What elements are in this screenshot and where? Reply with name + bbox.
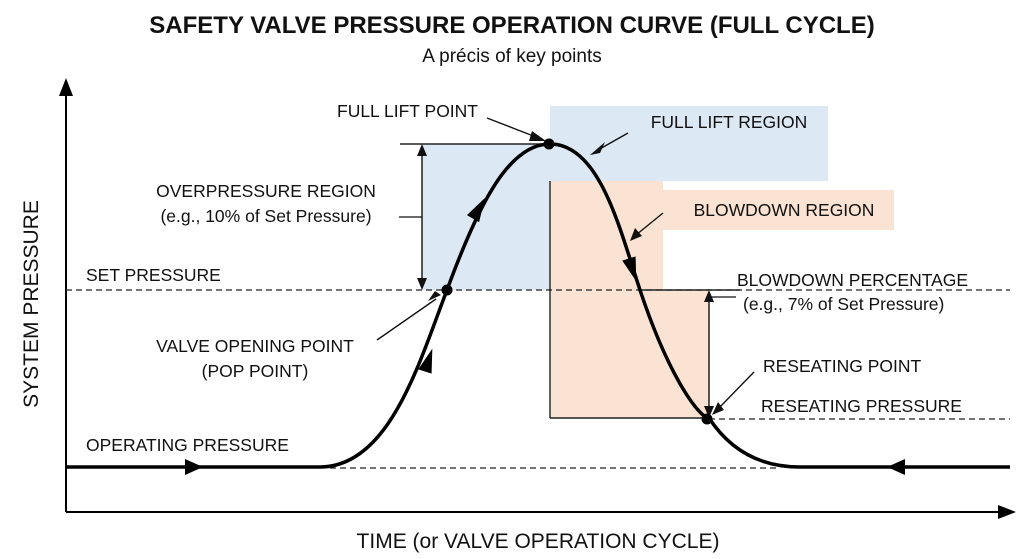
leader-head-valve-opening — [428, 291, 441, 301]
leader-lines — [376, 117, 755, 411]
curve-arrow-operating-right — [887, 459, 905, 475]
x-axis-label: TIME (or VALVE OPERATION CYCLE) — [357, 530, 720, 553]
blowdown-percentage-note: (e.g., 7% of Set Pressure) — [743, 294, 944, 314]
x-axis-arrowhead — [998, 505, 1016, 519]
leader-head-full-lift-region — [590, 142, 605, 155]
leader-head-full-lift-point — [529, 131, 546, 141]
curve-arrow-fall — [622, 256, 637, 282]
set-pressure-label: SET PRESSURE — [86, 265, 221, 285]
pop-point-label: (POP POINT) — [202, 361, 309, 381]
curve-arrow-rise-upper — [466, 197, 485, 223]
leader-head-reseating — [712, 402, 724, 415]
overpressure-region-shade — [422, 144, 550, 290]
blowdown-label-shade — [663, 190, 894, 230]
blowdown-percentage-label: BLOWDOWN PERCENTAGE — [737, 270, 968, 290]
overpressure-dimension — [399, 144, 427, 290]
blowdown-lower-shade — [663, 290, 709, 418]
diagram-subtitle: A précis of key points — [422, 46, 602, 67]
diagram-title: SAFETY VALVE PRESSURE OPERATION CURVE (F… — [149, 12, 874, 39]
y-axis-label: SYSTEM PRESSURE — [20, 200, 43, 408]
blowdown-dimension — [704, 290, 736, 418]
reseating-pressure-label: RESEATING PRESSURE — [761, 396, 962, 416]
curve-arrow-operating-left — [185, 459, 203, 475]
overpressure-region-note: (e.g., 10% of Set Pressure) — [160, 206, 371, 226]
valve-opening-point-marker — [441, 284, 453, 296]
full-lift-region-label: FULL LIFT REGION — [651, 112, 808, 132]
reseating-point-marker — [701, 413, 713, 425]
overpressure-region-label: OVERPRESSURE REGION — [156, 181, 376, 201]
reseating-point-label: RESEATING POINT — [763, 356, 921, 376]
blowdown-region-shade — [550, 181, 663, 418]
curve-arrow-rise-lower — [418, 348, 433, 374]
leader-head-blowdown — [630, 228, 642, 241]
full-lift-region-shade — [550, 106, 828, 181]
operating-pressure-label: OPERATING PRESSURE — [86, 435, 289, 455]
guide-lines — [400, 143, 740, 419]
full-lift-point-label: FULL LIFT POINT — [337, 101, 478, 121]
valve-opening-point-label: VALVE OPENING POINT — [156, 336, 354, 356]
full-lift-point-marker — [543, 138, 555, 150]
axes — [65, 92, 1002, 513]
y-axis-arrowhead — [59, 78, 73, 96]
blowdown-region-label: BLOWDOWN REGION — [694, 200, 875, 220]
reference-lines — [66, 289, 1010, 469]
